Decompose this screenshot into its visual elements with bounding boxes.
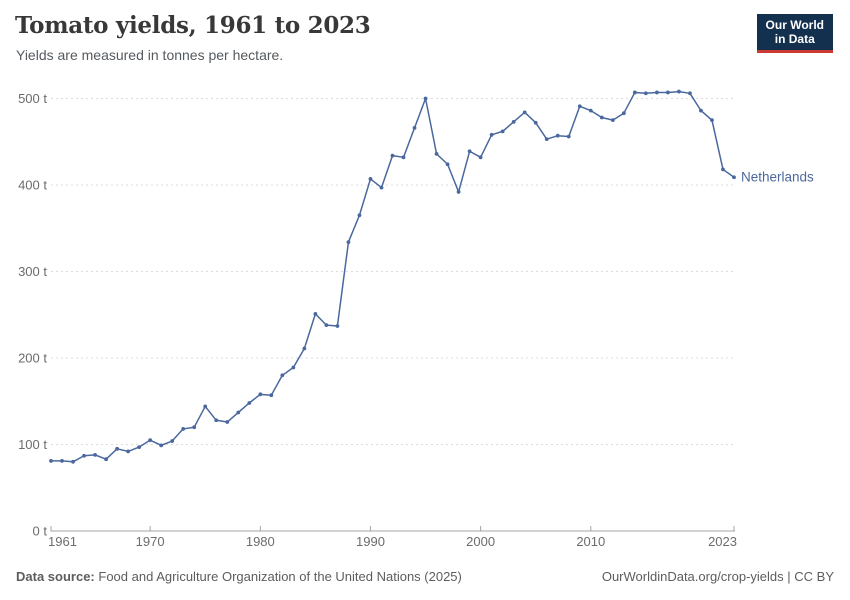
x-tick-label: 1961 — [48, 534, 77, 549]
data-point — [346, 240, 351, 244]
series-label: Netherlands — [741, 170, 814, 185]
data-point — [269, 393, 274, 398]
data-point — [522, 110, 527, 115]
data-point — [412, 126, 417, 130]
data-point — [688, 91, 692, 96]
data-point — [434, 151, 439, 156]
data-point — [654, 90, 659, 95]
data-point — [225, 420, 230, 424]
data-point — [610, 118, 615, 123]
data-point — [71, 459, 75, 464]
data-source-label: Data source: — [16, 569, 95, 584]
data-point — [599, 115, 604, 120]
data-point — [632, 90, 637, 95]
y-tick-label: 200 t — [18, 351, 47, 366]
data-point — [302, 346, 307, 351]
data-point — [137, 445, 142, 449]
data-point — [324, 323, 329, 328]
y-tick-label: 500 t — [18, 91, 47, 106]
x-tick-label: 2023 — [708, 534, 737, 549]
owid-logo-line2: in Data — [774, 32, 815, 47]
data-point — [291, 365, 296, 370]
y-tick-label: 0 t — [33, 524, 48, 539]
data-point — [445, 162, 450, 167]
data-point — [489, 132, 494, 137]
y-tick-label: 400 t — [18, 178, 47, 193]
data-point — [203, 404, 208, 409]
data-point — [82, 453, 86, 458]
data-point — [721, 167, 725, 172]
y-tick-label: 100 t — [18, 437, 47, 452]
data-point — [511, 119, 516, 124]
data-point — [677, 89, 681, 94]
data-point — [236, 410, 241, 415]
data-source-text: Food and Agriculture Organization of the… — [98, 569, 462, 584]
x-tick-label: 1980 — [246, 534, 275, 549]
data-point — [170, 439, 175, 443]
data-point — [49, 459, 53, 463]
chart-subtitle: Yields are measured in tonnes per hectar… — [16, 47, 284, 63]
data-point — [60, 459, 64, 463]
owid-logo: Our World in Data — [756, 14, 833, 53]
data-point — [423, 96, 428, 101]
data-point — [280, 373, 285, 378]
x-tick-label: 1990 — [356, 534, 385, 549]
x-tick-label: 2010 — [576, 534, 605, 549]
data-point — [313, 311, 318, 316]
data-point — [247, 401, 252, 405]
data-point — [533, 120, 538, 125]
chart-title: Tomato yields, 1961 to 2023 — [15, 12, 371, 39]
data-point — [104, 457, 108, 462]
series-line — [50, 90, 735, 463]
data-point — [699, 108, 703, 113]
data-point — [401, 155, 406, 160]
data-point — [710, 118, 714, 123]
data-point — [379, 185, 384, 190]
data-point — [390, 153, 395, 158]
data-point — [588, 108, 593, 113]
x-tick-label: 1970 — [136, 534, 165, 549]
data-point — [192, 425, 197, 430]
x-tick-label: 2000 — [466, 534, 495, 549]
data-point — [258, 392, 263, 397]
data-source-note: Data source: Food and Agriculture Organi… — [16, 569, 462, 584]
data-point — [500, 129, 505, 134]
data-point — [555, 133, 560, 138]
data-point — [643, 91, 648, 96]
data-point — [621, 111, 626, 116]
y-tick-label: 300 t — [18, 264, 47, 279]
data-point — [126, 449, 131, 454]
data-point — [478, 155, 483, 160]
data-point — [467, 149, 472, 154]
data-point — [566, 134, 571, 139]
attribution-note: OurWorldinData.org/crop-yields | CC BY — [601, 569, 834, 584]
data-point — [115, 446, 119, 451]
data-point — [666, 90, 670, 95]
data-point — [159, 443, 164, 448]
data-point — [368, 177, 373, 181]
data-point — [544, 137, 549, 142]
data-point — [577, 104, 582, 109]
data-point — [93, 452, 97, 457]
data-point — [732, 175, 736, 180]
owid-logo-line1: Our World — [765, 18, 824, 32]
data-point — [357, 213, 362, 218]
data-point — [214, 418, 219, 423]
data-point — [456, 190, 461, 194]
data-point — [335, 324, 340, 328]
data-point — [148, 438, 153, 443]
data-point — [181, 427, 186, 431]
